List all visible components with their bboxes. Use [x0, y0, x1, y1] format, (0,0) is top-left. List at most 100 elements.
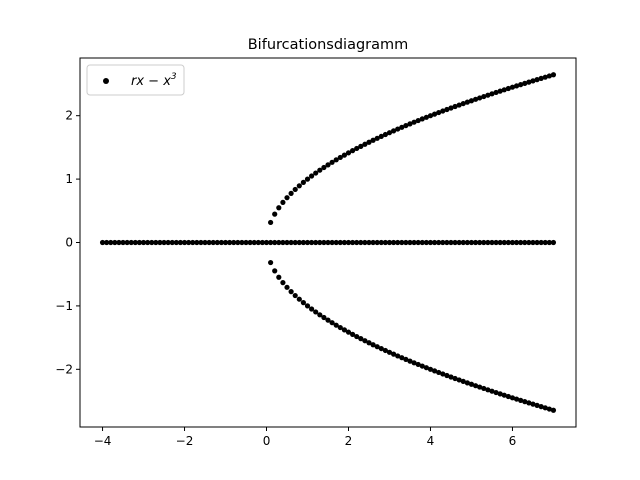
data-point [550, 407, 557, 413]
data-point [411, 119, 417, 125]
data-point [452, 239, 458, 246]
data-point [497, 391, 503, 397]
data-point [530, 239, 536, 246]
x-tick-label: −4 [94, 434, 112, 448]
data-point [358, 143, 364, 149]
data-point [390, 351, 397, 357]
data-point [108, 239, 114, 246]
data-point [202, 239, 208, 246]
data-point [370, 239, 376, 246]
data-point [411, 239, 417, 246]
data-point [99, 239, 106, 246]
data-point [194, 239, 200, 246]
data-point [542, 405, 548, 411]
data-point [489, 239, 495, 246]
data-point [222, 239, 229, 246]
data-point [456, 239, 462, 246]
data-point [300, 179, 306, 185]
data-point [542, 74, 548, 80]
data-point [169, 239, 175, 246]
data-point [288, 289, 294, 295]
data-point [132, 239, 138, 246]
legend-label: rx − x3 [131, 72, 177, 89]
data-point [468, 98, 475, 104]
data-point [509, 395, 516, 401]
data-point [513, 396, 520, 402]
data-point [550, 72, 557, 78]
legend-marker [103, 78, 109, 84]
data-point [325, 162, 331, 168]
data-point [329, 159, 335, 165]
data-point [280, 199, 286, 205]
data-point [112, 239, 118, 246]
data-point [206, 239, 212, 246]
data-point [120, 239, 126, 246]
data-point [333, 239, 339, 246]
data-point [350, 239, 356, 246]
data-point [464, 99, 470, 105]
data-point [288, 190, 294, 196]
data-point [518, 82, 524, 88]
data-point [358, 336, 364, 342]
data-point [362, 141, 368, 147]
data-point [530, 401, 536, 407]
data-point [472, 383, 479, 389]
data-point [526, 239, 532, 246]
data-point [386, 239, 393, 246]
data-point [284, 195, 290, 201]
axis-ticks: −4 −2 0 2 4 6 −2 −1 0 1 2 [55, 109, 516, 448]
data-point [546, 73, 552, 79]
legend-label-sup: 3 [171, 72, 177, 82]
data-point [464, 380, 470, 386]
data-point [534, 77, 540, 83]
data-point [268, 259, 274, 266]
data-point [140, 239, 147, 246]
data-point [415, 361, 421, 368]
data-point [505, 239, 511, 246]
data-point [468, 239, 475, 246]
data-point [518, 239, 524, 246]
data-point [518, 397, 524, 403]
data-point [251, 239, 257, 246]
data-point [477, 95, 483, 101]
data-point [354, 333, 360, 340]
data-point [436, 369, 442, 376]
data-point [505, 85, 511, 92]
data-point [190, 239, 196, 246]
data-point [374, 344, 380, 350]
data-point [378, 345, 384, 352]
data-point [333, 322, 339, 328]
data-point [407, 239, 413, 246]
data-point [276, 274, 282, 280]
data-point [337, 154, 343, 161]
data-point [317, 167, 323, 173]
data-point [378, 133, 384, 140]
data-point [354, 145, 360, 152]
x-tick-label: −2 [176, 434, 194, 448]
data-point [411, 360, 417, 366]
data-point [427, 366, 434, 372]
data-point [128, 239, 134, 246]
data-point [198, 239, 204, 246]
data-point [501, 392, 507, 398]
data-point [407, 358, 413, 364]
data-point [546, 239, 552, 246]
data-point [477, 239, 483, 246]
data-point [390, 239, 397, 246]
data-point [329, 239, 335, 246]
data-point [399, 355, 405, 361]
data-point [333, 157, 339, 163]
data-point [534, 239, 540, 246]
data-point [513, 83, 520, 89]
data-point [403, 122, 409, 129]
y-tick-label: −2 [55, 362, 73, 376]
data-point [423, 365, 429, 371]
data-point [255, 239, 261, 246]
data-point [358, 239, 364, 246]
data-point [448, 374, 454, 380]
data-point [239, 239, 245, 246]
data-point [272, 211, 278, 217]
data-point [522, 239, 528, 246]
data-point [354, 239, 360, 246]
x-tick-label: 2 [345, 434, 353, 448]
